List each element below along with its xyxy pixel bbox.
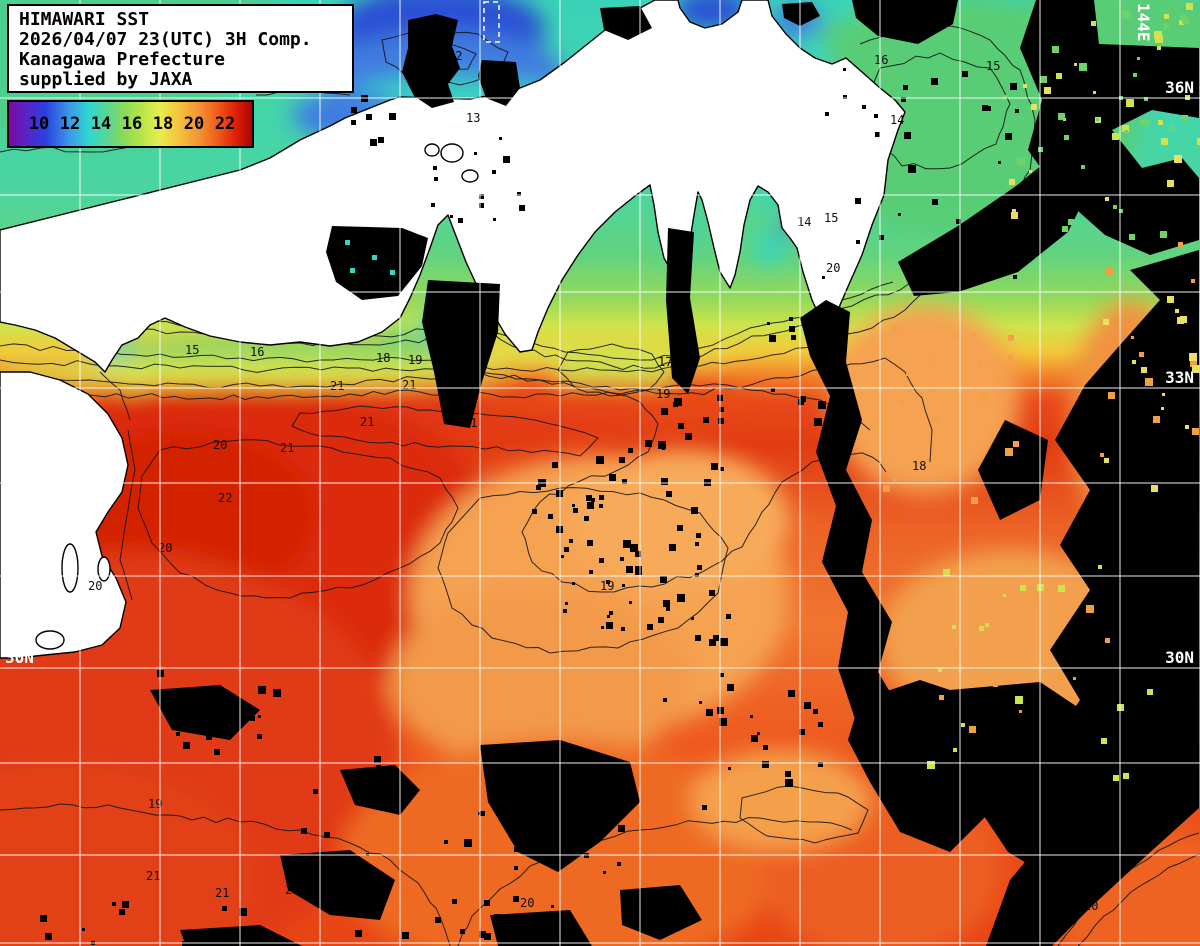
contour-value-label: 21 xyxy=(402,378,416,392)
contour-value-label: 14 xyxy=(890,113,904,127)
map-region: Kanagawa Prefecture xyxy=(19,49,225,70)
region-marker-box xyxy=(483,1,500,43)
contour-value-label: 21 xyxy=(146,869,160,883)
colorbar-tick-label: 12 xyxy=(59,114,81,134)
colorbar-tick-label: 14 xyxy=(90,114,112,134)
island xyxy=(35,630,65,650)
contour-value-label: 15 xyxy=(824,211,838,225)
contour-value-label: 20 xyxy=(826,261,840,275)
contour-value-label: 15 xyxy=(185,343,199,357)
contour-value-label: 14 xyxy=(797,215,811,229)
colorbar-tick-label: 18 xyxy=(152,114,174,134)
island xyxy=(61,543,79,593)
land-honshu-shikoku xyxy=(0,0,906,373)
latitude-label: 33N xyxy=(1165,368,1194,387)
colorbar-tick-label: 20 xyxy=(183,114,205,134)
contour-value-label: 22 xyxy=(218,491,232,505)
contour-value-label: 18 xyxy=(912,459,926,473)
contour-value-label: 17 xyxy=(658,355,672,369)
island xyxy=(97,556,111,582)
latitude-label: 36N xyxy=(1165,78,1194,97)
contour-value-label: 19 xyxy=(600,579,614,593)
contour-value-label: 21 xyxy=(330,379,344,393)
land-kyushu xyxy=(0,371,129,659)
island xyxy=(461,169,479,183)
colorbar-tick-label: 10 xyxy=(28,114,50,134)
island xyxy=(440,143,464,163)
contour-value-label: 19 xyxy=(148,797,162,811)
contour-value-label: 21 xyxy=(280,441,294,455)
colorbar-tick-label: 22 xyxy=(214,114,236,134)
contour-value-label: 20 xyxy=(213,438,227,452)
contour-value-label: 13 xyxy=(466,111,480,125)
latitude-label: 30N xyxy=(5,648,34,667)
colorbar-tick-label: 16 xyxy=(121,114,143,134)
contour-value-label: 21 xyxy=(360,415,374,429)
geo-labels: 36N 33N 30N 30N 144E xyxy=(5,3,1194,667)
longitude-label: 144E xyxy=(1134,3,1153,42)
cloud-mask xyxy=(150,0,1199,946)
contour-value-label: 21 xyxy=(215,886,229,900)
land-masses xyxy=(0,0,906,659)
contour-value-label: 20 xyxy=(520,896,534,910)
contour-value-label: 18 xyxy=(376,351,390,365)
contour-value-label: 20 xyxy=(88,579,102,593)
contour-value-label: 16 xyxy=(874,53,888,67)
latitude-label: 30N xyxy=(1165,648,1194,667)
contour-value-label: 20 xyxy=(158,541,172,555)
map-credit: supplied by JAXA xyxy=(19,69,193,90)
contour-value-label: 15 xyxy=(986,59,1000,73)
contour-value-label: 19 xyxy=(408,353,422,367)
contour-value-label: 19 xyxy=(656,387,670,401)
map-datetime: 2026/04/07 23(UTC) 3H Comp. xyxy=(19,29,312,50)
contour-value-label: 16 xyxy=(250,345,264,359)
island xyxy=(424,143,440,157)
title-box: HIMAWARI SST 2026/04/07 23(UTC) 3H Comp.… xyxy=(7,4,354,93)
temperature-colorbar: 10 12 14 16 18 20 22 xyxy=(7,100,254,148)
map-title: HIMAWARI SST xyxy=(19,9,150,30)
